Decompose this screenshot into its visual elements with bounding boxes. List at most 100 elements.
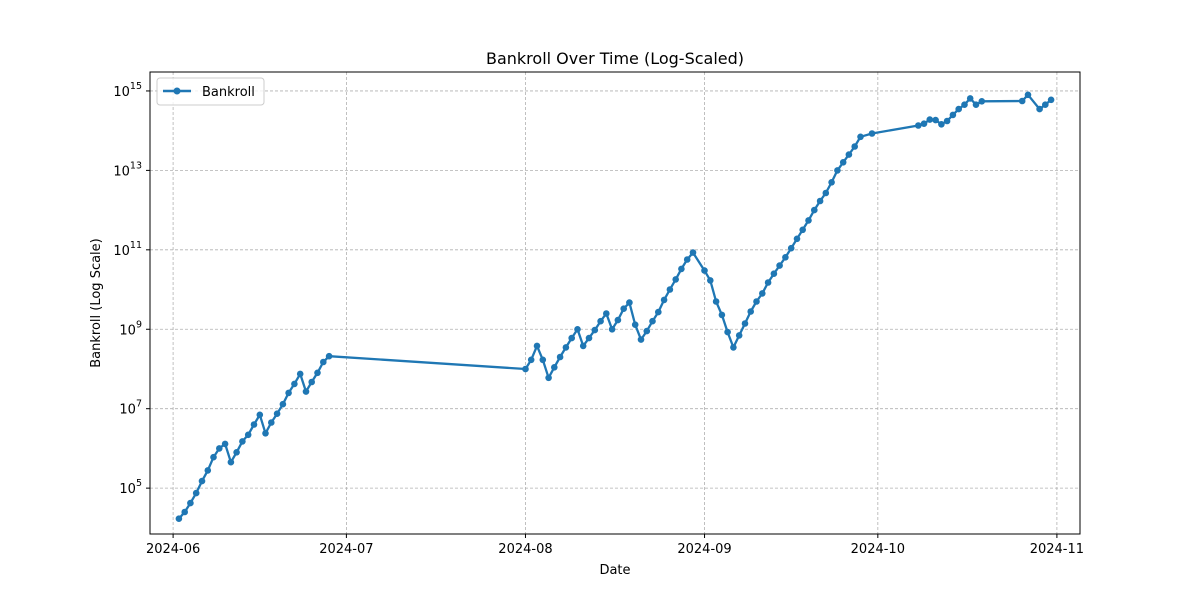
data-point xyxy=(938,121,945,128)
data-point xyxy=(198,477,206,485)
data-point xyxy=(707,277,714,284)
data-point xyxy=(978,98,986,105)
data-point xyxy=(562,344,570,351)
data-point xyxy=(793,235,801,243)
data-point xyxy=(672,276,679,283)
data-point xyxy=(822,189,830,197)
data-point xyxy=(868,130,876,137)
x-tick-label: 2024-09 xyxy=(677,542,731,557)
data-point xyxy=(782,253,789,261)
y-tick-label: 105 xyxy=(119,478,142,497)
y-tick-label: 1011 xyxy=(113,240,142,259)
data-point xyxy=(943,117,951,125)
grid-layer xyxy=(150,72,1080,534)
data-point xyxy=(574,326,581,333)
data-point xyxy=(591,326,599,334)
data-point xyxy=(233,449,240,456)
data-point xyxy=(683,256,691,263)
data-point xyxy=(845,151,853,158)
data-point xyxy=(614,316,622,324)
data-point xyxy=(579,342,587,350)
x-tick-label: 2024-11 xyxy=(1030,542,1084,557)
data-point xyxy=(533,342,541,350)
data-point xyxy=(204,467,212,474)
data-point xyxy=(660,296,668,304)
y-tick-label: 107 xyxy=(119,399,142,418)
y-tick-label: 1015 xyxy=(113,81,142,100)
data-point xyxy=(851,143,858,150)
data-point xyxy=(701,267,708,274)
data-point xyxy=(308,378,316,386)
data-point xyxy=(920,120,928,127)
data-point xyxy=(597,317,604,325)
data-point xyxy=(949,111,957,119)
data-point xyxy=(799,226,806,234)
data-point xyxy=(620,305,627,313)
data-point xyxy=(816,197,824,205)
y-axis-label: Bankroll (Log Scale) xyxy=(89,238,104,368)
y-axis-ticks: 105 107 109 1011 1013 1015 xyxy=(113,81,150,497)
data-point xyxy=(689,249,697,256)
data-point xyxy=(181,508,188,516)
chart-title: Bankroll Over Time (Log-Scaled) xyxy=(486,49,744,68)
data-point xyxy=(539,356,547,364)
x-axis-label: Date xyxy=(599,563,630,578)
data-point xyxy=(1036,105,1043,113)
data-point xyxy=(175,515,183,522)
data-point xyxy=(643,327,651,335)
legend-label-bankroll: Bankroll xyxy=(202,85,255,100)
data-point xyxy=(857,133,864,141)
data-point xyxy=(244,431,252,439)
data-point xyxy=(216,445,223,452)
data-point xyxy=(753,298,760,305)
data-point xyxy=(320,358,327,366)
data-point xyxy=(637,336,645,343)
data-point xyxy=(545,374,552,382)
data-point xyxy=(314,369,321,377)
legend: Bankroll xyxy=(156,77,265,106)
data-point xyxy=(256,411,264,419)
data-point xyxy=(655,308,662,316)
data-point xyxy=(250,421,258,428)
data-point xyxy=(296,370,304,378)
x-tick-label: 2024-06 xyxy=(146,542,200,557)
data-point xyxy=(262,430,269,437)
plot-area-frame xyxy=(149,71,1081,535)
data-point xyxy=(522,365,529,373)
data-point xyxy=(730,344,737,351)
data-point xyxy=(527,356,535,364)
data-point xyxy=(678,265,685,273)
data-point xyxy=(285,389,292,397)
data-point xyxy=(915,122,922,129)
data-point xyxy=(1024,91,1032,99)
data-point xyxy=(556,353,564,361)
x-axis-ticks: 2024-06 2024-07 2024-08 2024-09 2024-10 2024-… xyxy=(146,534,1084,557)
y-tick-label: 1013 xyxy=(113,160,142,179)
data-point xyxy=(608,326,616,333)
data-point xyxy=(585,334,593,342)
data-point xyxy=(834,167,841,174)
data-point xyxy=(227,458,235,466)
data-point xyxy=(626,299,633,306)
data-point xyxy=(325,352,333,360)
data-point xyxy=(666,286,674,293)
data-point xyxy=(764,279,772,286)
y-tick-label: 109 xyxy=(119,319,142,338)
legend-box xyxy=(156,77,265,106)
data-point xyxy=(568,334,575,342)
data-point xyxy=(302,388,310,395)
data-point xyxy=(966,95,974,102)
data-point xyxy=(1018,97,1026,105)
data-point xyxy=(279,400,287,408)
data-point xyxy=(759,290,766,297)
data-point xyxy=(811,206,818,214)
data-point xyxy=(192,489,200,497)
x-tick-label: 2024-07 xyxy=(319,542,373,557)
data-point xyxy=(712,298,720,305)
data-point xyxy=(603,310,610,317)
data-point xyxy=(972,101,980,108)
data-point xyxy=(273,410,281,418)
data-point xyxy=(828,179,835,186)
data-point xyxy=(551,364,558,371)
